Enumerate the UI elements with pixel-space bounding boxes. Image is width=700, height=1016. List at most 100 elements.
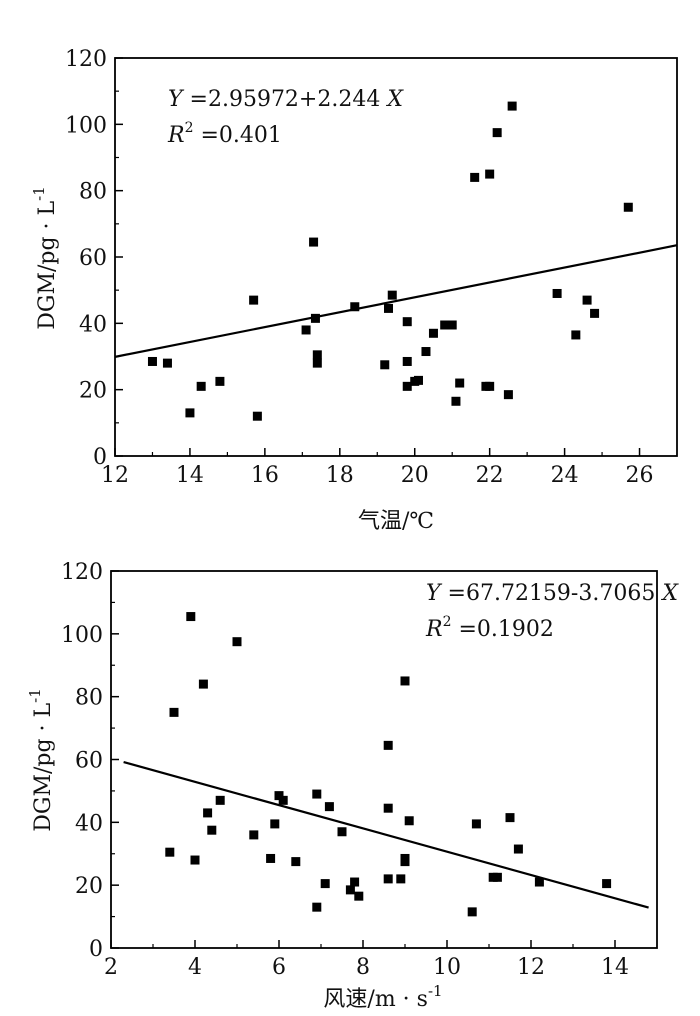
data-point — [383, 740, 393, 750]
data-point — [383, 874, 393, 884]
y-tick-label: 100 — [61, 623, 103, 648]
data-point — [505, 813, 515, 823]
data-point — [440, 320, 450, 330]
data-point — [492, 128, 502, 138]
data-point — [400, 676, 410, 686]
data-point — [312, 350, 322, 360]
data-point — [503, 390, 513, 400]
data-point — [354, 891, 364, 901]
data-point — [312, 789, 322, 799]
regression-line — [114, 244, 678, 358]
data-point — [162, 358, 172, 368]
data-points — [165, 612, 612, 917]
x-tick-label: 18 — [326, 463, 354, 488]
x-tick-label: 24 — [551, 463, 579, 488]
data-point — [185, 408, 195, 418]
data-point — [215, 795, 225, 805]
data-point — [310, 313, 320, 323]
data-point — [404, 816, 414, 826]
data-point — [380, 360, 390, 370]
regression-line — [123, 760, 649, 909]
data-point — [455, 378, 465, 388]
data-point — [312, 358, 322, 368]
y-tick-label: 0 — [93, 445, 107, 470]
x-axis-label: 气温/℃ — [358, 509, 434, 534]
x-tick-label: 12 — [517, 955, 545, 980]
regression-equation: Y =2.95972+2.244 X — [168, 87, 404, 112]
data-point — [309, 237, 319, 247]
axis-ticks: 12 14 16 18 20 22 24 26 0 20 40 60 80 100 120 — [65, 47, 654, 488]
y-tick-label: 120 — [61, 560, 103, 585]
data-point — [590, 308, 600, 318]
data-point — [428, 328, 438, 338]
data-point — [402, 317, 412, 327]
x-tick-label: 6 — [272, 955, 286, 980]
plot-frame — [110, 570, 658, 949]
r-squared-label: R2 =0.401 — [167, 120, 282, 148]
data-point — [534, 877, 544, 887]
data-point — [190, 855, 200, 865]
data-point — [196, 381, 206, 391]
data-point — [278, 795, 288, 805]
data-point — [623, 202, 633, 212]
data-point — [350, 302, 360, 312]
data-point — [552, 288, 562, 298]
data-point — [396, 874, 406, 884]
y-tick-label: 20 — [79, 379, 107, 404]
x-axis-label: 风速/m · s-1 — [323, 982, 442, 1012]
x-tick-label: 14 — [601, 955, 629, 980]
x-tick-label: 8 — [356, 955, 370, 980]
data-point — [402, 356, 412, 366]
data-point — [274, 791, 284, 801]
y-tick-label: 40 — [79, 312, 107, 337]
data-point — [387, 290, 397, 300]
y-tick-label: 100 — [65, 113, 107, 138]
data-point — [384, 303, 394, 313]
data-point — [602, 879, 612, 889]
y-tick-label: 80 — [79, 180, 107, 205]
x-tick-label: 14 — [176, 463, 204, 488]
y-tick-label: 40 — [75, 811, 103, 836]
data-point — [507, 101, 517, 111]
x-tick-label: 26 — [626, 463, 654, 488]
data-point — [266, 853, 276, 863]
x-tick-label: 2 — [104, 955, 118, 980]
data-point — [291, 857, 301, 867]
data-point — [165, 847, 175, 857]
data-point — [485, 381, 495, 391]
windspeed-scatter-panel: 2 4 6 8 10 12 14 0 20 40 60 80 100 120 Y =67.72159-3.… — [26, 560, 679, 1012]
data-point — [337, 827, 347, 837]
data-point — [350, 877, 360, 887]
r-squared-label: R2 =0.1902 — [425, 614, 554, 642]
data-point — [345, 885, 355, 895]
x-tick-label: 10 — [433, 955, 461, 980]
data-point — [492, 872, 502, 882]
data-point — [400, 857, 410, 867]
data-point — [471, 819, 481, 829]
data-point — [421, 347, 431, 357]
data-point — [186, 612, 196, 622]
regression-equation: Y =67.72159-3.7065 X — [426, 581, 679, 606]
x-tick-label: 16 — [251, 463, 279, 488]
x-tick-label: 4 — [188, 955, 202, 980]
axis-ticks: 2 4 6 8 10 12 14 0 20 40 60 80 100 120 — [61, 560, 629, 980]
data-point — [320, 879, 330, 889]
data-point — [147, 356, 157, 366]
data-point — [169, 707, 179, 717]
data-point — [513, 844, 523, 854]
data-points — [147, 101, 633, 421]
data-point — [198, 679, 208, 689]
y-tick-label: 120 — [65, 47, 107, 72]
data-point — [582, 295, 592, 305]
data-point — [270, 819, 280, 829]
plot-frame — [114, 57, 678, 457]
data-point — [249, 830, 259, 840]
data-point — [467, 907, 477, 917]
data-point — [470, 172, 480, 182]
data-point — [232, 637, 242, 647]
data-point — [215, 376, 225, 386]
temperature-scatter-panel: 12 14 16 18 20 22 24 26 0 20 40 60 80 100 120 Y =2.959… — [30, 47, 678, 534]
data-point — [447, 320, 457, 330]
y-tick-label: 60 — [75, 749, 103, 774]
